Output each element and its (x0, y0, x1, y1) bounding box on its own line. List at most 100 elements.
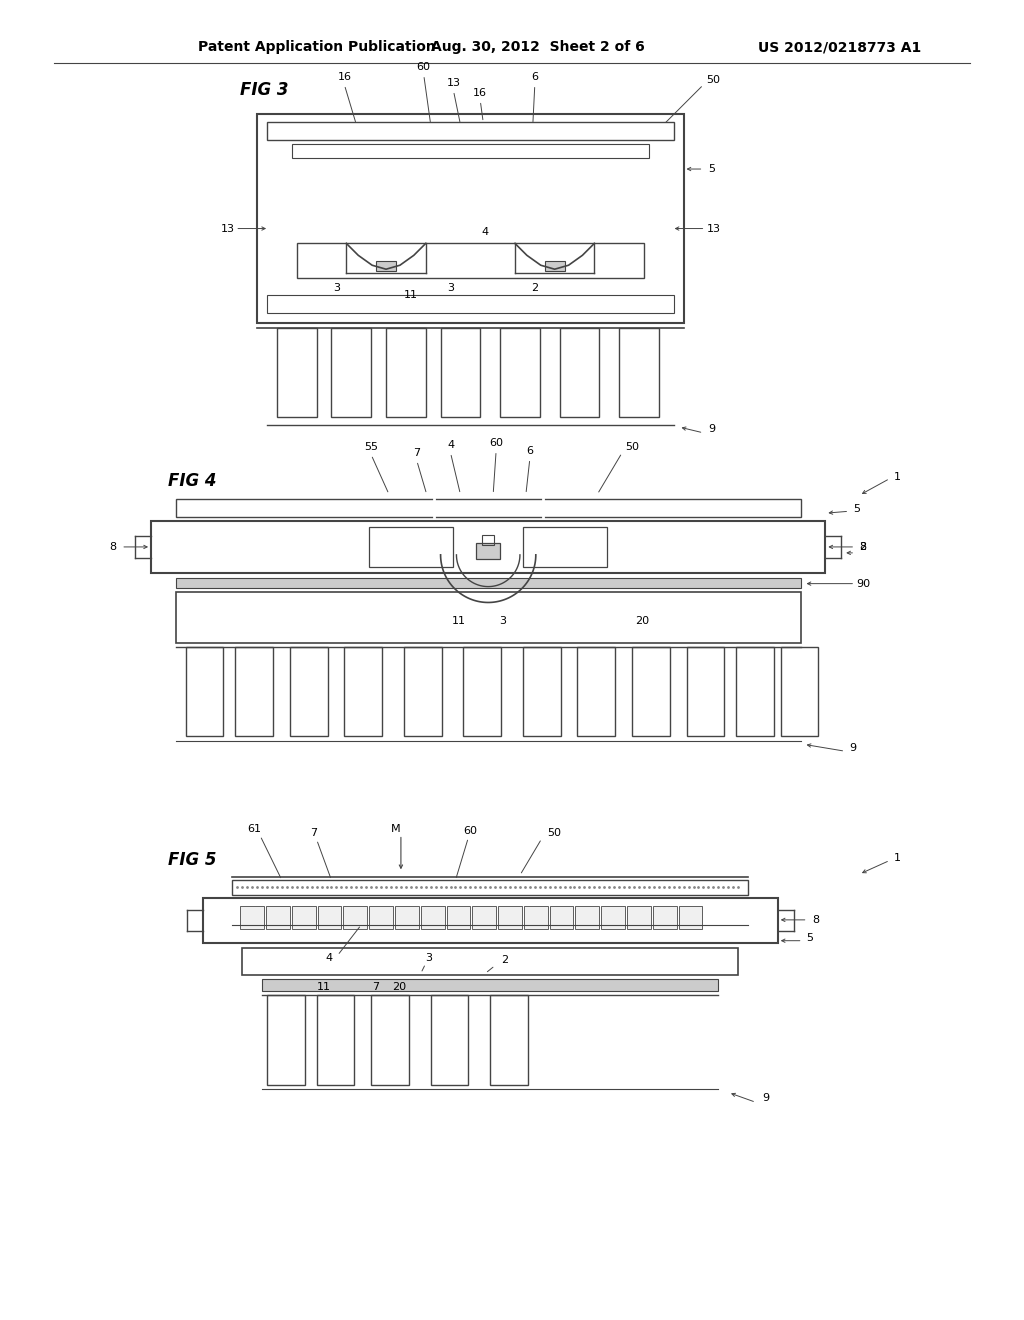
Bar (500, 327, 540, 417)
Bar (482, 535, 495, 545)
Bar (332, 327, 371, 417)
Text: 9: 9 (850, 743, 857, 754)
Bar (575, 906, 599, 929)
Text: Patent Application Publication: Patent Application Publication (198, 40, 435, 54)
Bar (578, 647, 615, 737)
Text: 50: 50 (548, 828, 561, 838)
Text: 5: 5 (806, 933, 813, 942)
Text: 2: 2 (531, 282, 539, 293)
Bar (292, 906, 315, 929)
Text: 4: 4 (326, 953, 333, 962)
Bar (257, 115, 684, 323)
Bar (550, 906, 573, 929)
Bar (679, 906, 702, 929)
Text: M: M (391, 824, 400, 834)
Text: 55: 55 (365, 442, 378, 451)
Bar (262, 979, 718, 991)
Text: FIG 5: FIG 5 (168, 851, 216, 870)
Bar (370, 906, 393, 929)
Bar (632, 647, 670, 737)
Bar (545, 261, 564, 271)
Bar (344, 647, 382, 737)
Text: 11: 11 (403, 290, 418, 300)
Text: 20: 20 (635, 616, 649, 626)
Bar (620, 327, 658, 417)
Bar (476, 543, 500, 558)
Bar (440, 327, 480, 417)
Bar (176, 499, 801, 517)
Bar (267, 294, 674, 313)
Text: 8: 8 (812, 915, 819, 925)
Text: 60: 60 (417, 62, 431, 71)
Text: 61: 61 (247, 824, 261, 834)
Text: US 2012/0218773 A1: US 2012/0218773 A1 (758, 40, 922, 54)
Bar (276, 327, 316, 417)
Bar (241, 906, 264, 929)
Text: 8: 8 (859, 543, 866, 552)
Bar (653, 906, 677, 929)
Text: 4: 4 (446, 440, 454, 450)
Text: 50: 50 (625, 442, 639, 451)
Bar (203, 898, 778, 942)
Text: 7: 7 (414, 447, 420, 458)
Text: 3: 3 (447, 282, 454, 293)
Bar (151, 521, 825, 573)
Text: 5: 5 (708, 164, 715, 174)
Text: 11: 11 (452, 616, 466, 626)
Text: 8: 8 (110, 543, 117, 552)
Bar (627, 906, 651, 929)
Bar (317, 906, 341, 929)
Text: 2: 2 (502, 954, 509, 965)
Text: 4: 4 (481, 227, 488, 236)
Bar (403, 647, 441, 737)
Text: 11: 11 (316, 982, 331, 993)
Text: FIG 4: FIG 4 (168, 473, 216, 491)
Text: 6: 6 (526, 446, 534, 455)
Bar (266, 906, 290, 929)
Text: 3: 3 (425, 953, 432, 962)
Bar (421, 906, 444, 929)
Bar (232, 880, 749, 895)
Bar (292, 144, 649, 158)
Bar (370, 527, 454, 566)
Text: 3: 3 (333, 282, 340, 293)
Bar (736, 647, 774, 737)
Text: 6: 6 (531, 71, 539, 82)
Bar (524, 906, 548, 929)
Bar (176, 578, 801, 587)
Bar (395, 906, 419, 929)
Bar (371, 995, 409, 1085)
Text: 1: 1 (893, 471, 900, 482)
Text: FIG 3: FIG 3 (241, 81, 289, 99)
Text: 13: 13 (446, 78, 461, 87)
Text: 60: 60 (489, 438, 503, 447)
Bar (297, 243, 644, 279)
Bar (464, 647, 501, 737)
Text: 7: 7 (373, 982, 380, 993)
Bar (185, 647, 223, 737)
Bar (472, 906, 497, 929)
Text: Aug. 30, 2012  Sheet 2 of 6: Aug. 30, 2012 Sheet 2 of 6 (431, 40, 644, 54)
Bar (446, 906, 470, 929)
Bar (343, 906, 368, 929)
Text: 60: 60 (463, 825, 477, 836)
Text: 3: 3 (500, 616, 507, 626)
Bar (376, 261, 396, 271)
Bar (686, 647, 724, 737)
Text: 13: 13 (707, 223, 720, 234)
Bar (267, 995, 305, 1085)
Text: 90: 90 (856, 578, 870, 589)
Text: 1: 1 (893, 853, 900, 863)
Bar (490, 995, 527, 1085)
Bar (290, 647, 328, 737)
Bar (236, 647, 273, 737)
Bar (559, 327, 599, 417)
Bar (523, 527, 607, 566)
Text: 7: 7 (310, 828, 317, 838)
Bar (498, 906, 522, 929)
Text: 16: 16 (337, 71, 351, 82)
Bar (316, 995, 354, 1085)
Text: 9: 9 (762, 1093, 769, 1104)
Bar (431, 995, 468, 1085)
Bar (601, 906, 625, 929)
